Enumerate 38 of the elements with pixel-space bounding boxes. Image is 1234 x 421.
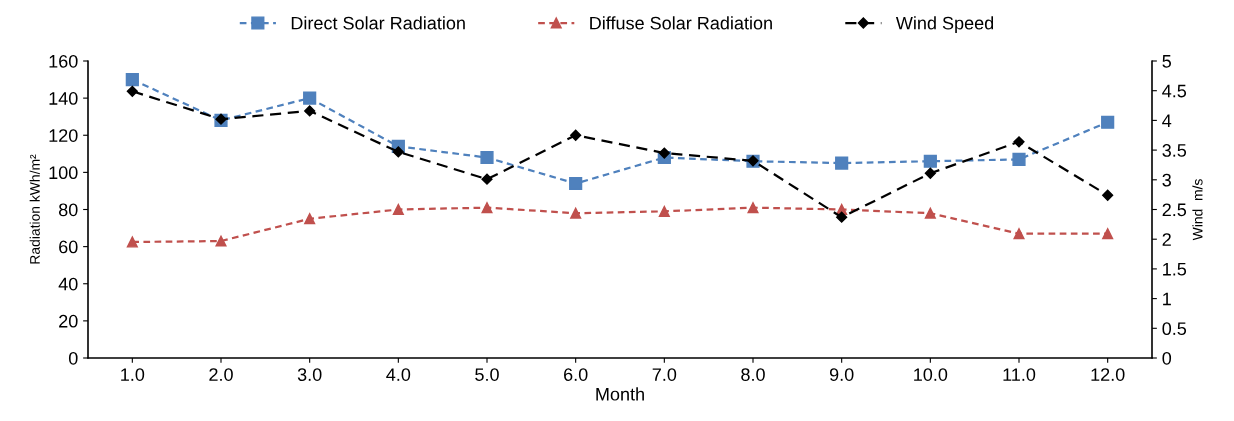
y2-tick-label: 3	[1162, 173, 1171, 187]
y-tick-label: 120	[49, 129, 78, 142]
y-tick-label: 20	[59, 314, 78, 328]
x-tick-label: 5.0	[475, 368, 499, 381]
x-tick-label: 12.0	[1091, 368, 1125, 381]
y2-tick-label: 3.5	[1162, 144, 1187, 157]
y2-tick-label: 0	[1162, 351, 1172, 365]
y2-tick-label: 4	[1162, 114, 1172, 127]
y2-tick-label: 4.5	[1162, 84, 1187, 98]
y-tick-label: 40	[58, 277, 78, 291]
y-tick-label: 60	[59, 240, 78, 254]
x-axis-title: Month	[596, 387, 644, 401]
x-tick-label: 9.0	[829, 368, 854, 381]
y2-tick-label: 1	[1163, 292, 1171, 306]
x-tick-label: 1.0	[121, 368, 145, 381]
y2-axis-title: Wind m/s	[1192, 179, 1203, 241]
y-tick-label: 100	[49, 166, 78, 180]
y2-tick-label: 1.5	[1163, 263, 1187, 276]
x-tick-label: 7.0	[652, 368, 677, 381]
x-tick-label: 3.0	[297, 368, 322, 381]
x-tick-label: 10.0	[914, 368, 948, 381]
y2-tick-label: 5	[1162, 55, 1172, 68]
legend-label: Diffuse Solar Radiation	[590, 16, 772, 30]
y-tick-label: 0	[68, 351, 78, 365]
legend-label: Wind Speed	[895, 16, 994, 34]
y2-tick-label: 2.5	[1162, 203, 1187, 217]
x-tick-label: 8.0	[741, 368, 765, 381]
x-tick-label: 11.0	[1003, 368, 1036, 381]
y-tick-label: 80	[58, 203, 78, 217]
x-tick-label: 4.0	[386, 368, 411, 381]
legend-label: Direct Solar Radiation	[291, 16, 465, 30]
y2-tick-label: 2	[1162, 233, 1171, 246]
y-axis-title: Radiation kWh/m²	[29, 154, 40, 264]
x-tick-label: 2.0	[209, 368, 233, 381]
y2-tick-label: 0.5	[1162, 322, 1187, 336]
y-tick-label: 140	[49, 92, 78, 105]
x-tick-label: 6.0	[564, 368, 588, 381]
y-tick-label: 160	[49, 54, 78, 68]
